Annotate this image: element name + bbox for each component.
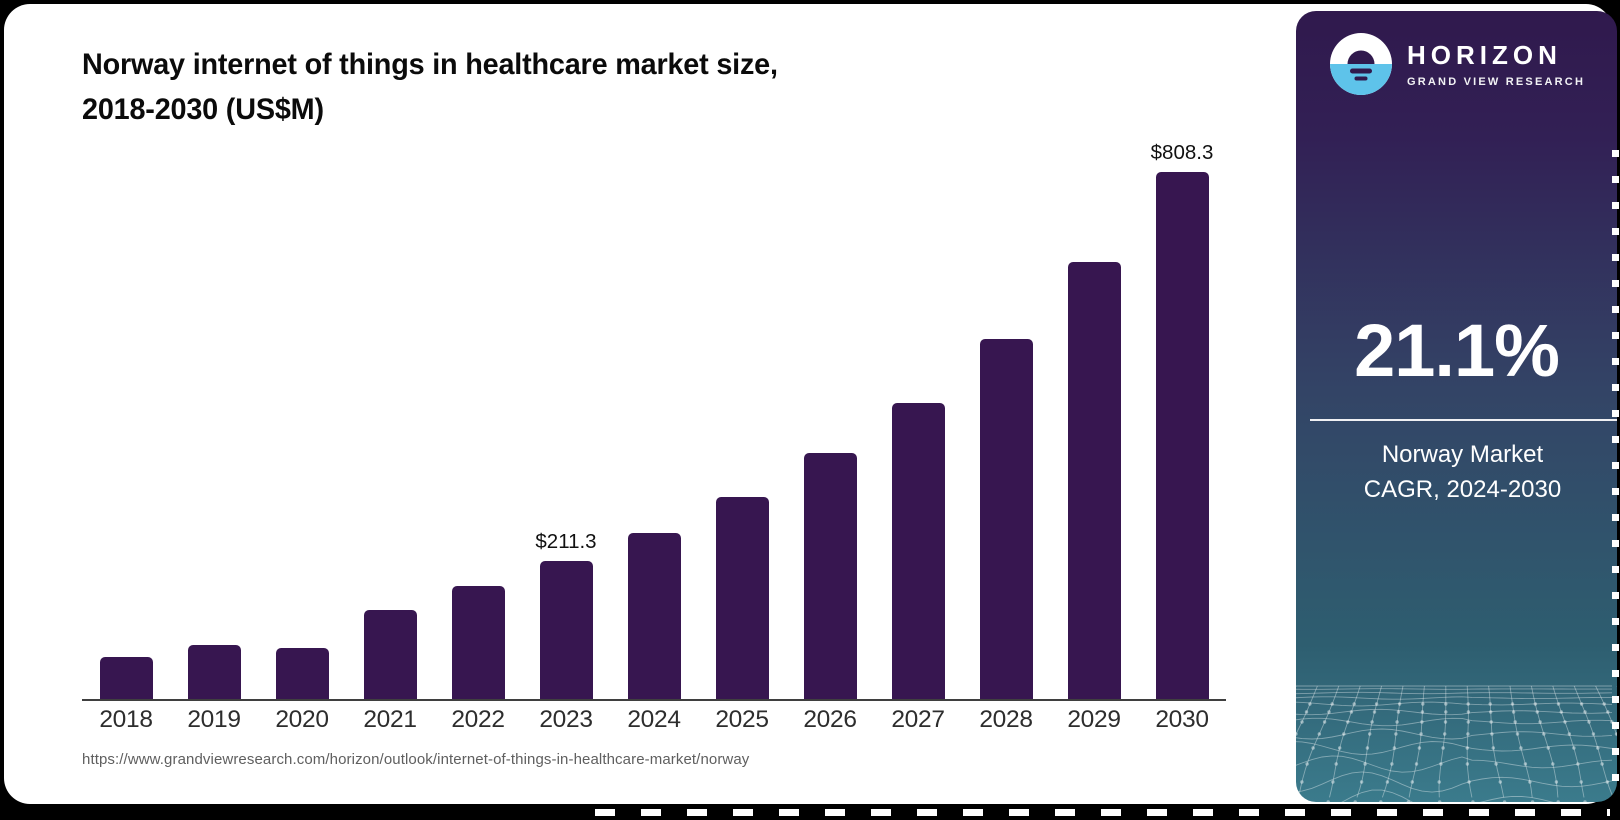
right-edge-ticks — [1612, 150, 1619, 794]
x-tick-2027: 2027 — [891, 706, 945, 733]
bar-2024 — [627, 533, 681, 699]
bar-column-2029 — [1050, 172, 1138, 699]
bar-column-2023: $211.3 — [522, 172, 610, 699]
brand-text: HORIZON GRAND VIEW RESEARCH — [1407, 40, 1585, 88]
x-tick-2024: 2024 — [627, 706, 681, 733]
cagr-label-line1: Norway Market — [1381, 441, 1544, 468]
chart-title: Norway internet of things in healthcare … — [82, 42, 1042, 132]
x-axis-line — [82, 699, 1226, 701]
x-tick-2029: 2029 — [1067, 706, 1121, 733]
bar-column-2018 — [82, 172, 170, 699]
brand-header: HORIZON GRAND VIEW RESEARCH — [1296, 11, 1617, 95]
bar-column-2020 — [258, 172, 346, 699]
bar-column-2027 — [874, 172, 962, 699]
x-tick-2030: 2030 — [1155, 706, 1209, 733]
bar-column-2019 — [170, 172, 258, 699]
x-tick-2026: 2026 — [803, 706, 857, 733]
bar-column-2025 — [698, 172, 786, 699]
bar-2025 — [715, 496, 769, 699]
report-card: Norway internet of things in healthcare … — [4, 4, 1617, 804]
bar-column-2024 — [610, 172, 698, 699]
x-tick-2022: 2022 — [451, 706, 505, 733]
x-axis-labels: 2018 2019 2020 2021 2022 2023 2024 2025 2026 2027… — [82, 706, 1226, 734]
x-tick-2025: 2025 — [715, 706, 769, 733]
bar-column-2026 — [786, 172, 874, 699]
bar-column-2021 — [346, 172, 434, 699]
brand-sidebar: HORIZON GRAND VIEW RESEARCH 21.1% Norway… — [1296, 11, 1617, 802]
x-tick-2023: 2023 — [539, 706, 593, 733]
bar-value-label-2023: $211.3 — [535, 530, 597, 554]
bar-2028 — [979, 338, 1033, 699]
mesh-decoration — [1296, 674, 1617, 802]
bar-2023 — [539, 561, 593, 699]
brand-name: HORIZON — [1407, 40, 1562, 70]
bar-2027 — [891, 403, 945, 699]
bar-2021 — [363, 610, 417, 699]
source-url: https://www.grandviewresearch.com/horizo… — [82, 751, 750, 768]
cagr-label-line2: CAGR, 2024-2030 — [1363, 476, 1562, 503]
bar-2026 — [803, 453, 857, 699]
bar-value-label-2030: $808.3 — [1150, 141, 1214, 164]
x-tick-2018: 2018 — [99, 706, 153, 733]
stat-divider — [1310, 419, 1617, 421]
bars-area: $211.3 $808.3 — [82, 141, 1226, 699]
bar-2022 — [451, 585, 505, 699]
bar-2029 — [1067, 262, 1121, 699]
bar-chart: $211.3 $808.3 2018 2019 2020 2021 2022 2023 202… — [82, 141, 1226, 734]
bar-column-2028 — [962, 172, 1050, 699]
bottom-edge-ticks — [595, 809, 1610, 816]
x-tick-2020: 2020 — [275, 706, 329, 733]
bar-2030 — [1155, 172, 1209, 699]
bar-column-2022 — [434, 172, 522, 699]
x-tick-2021: 2021 — [363, 706, 417, 733]
chart-panel: Norway internet of things in healthcare … — [4, 4, 1294, 816]
brand-subtitle: GRAND VIEW RESEARCH — [1407, 76, 1586, 88]
chart-title-line2: 2018-2030 (US$M) — [82, 93, 324, 126]
cagr-label: Norway Market CAGR, 2024-2030 — [1296, 437, 1617, 507]
mesh-graphic — [1296, 685, 1617, 802]
x-tick-2019: 2019 — [187, 706, 241, 733]
chart-title-line1: Norway internet of things in healthcare … — [82, 48, 778, 81]
bar-2020 — [275, 647, 329, 699]
cagr-value: 21.1% — [1354, 309, 1560, 392]
horizon-logo-icon — [1330, 33, 1392, 95]
bar-2019 — [187, 644, 241, 699]
bar-2018 — [99, 656, 153, 699]
bar-column-2030: $808.3 — [1138, 141, 1226, 699]
x-tick-2028: 2028 — [979, 706, 1033, 733]
